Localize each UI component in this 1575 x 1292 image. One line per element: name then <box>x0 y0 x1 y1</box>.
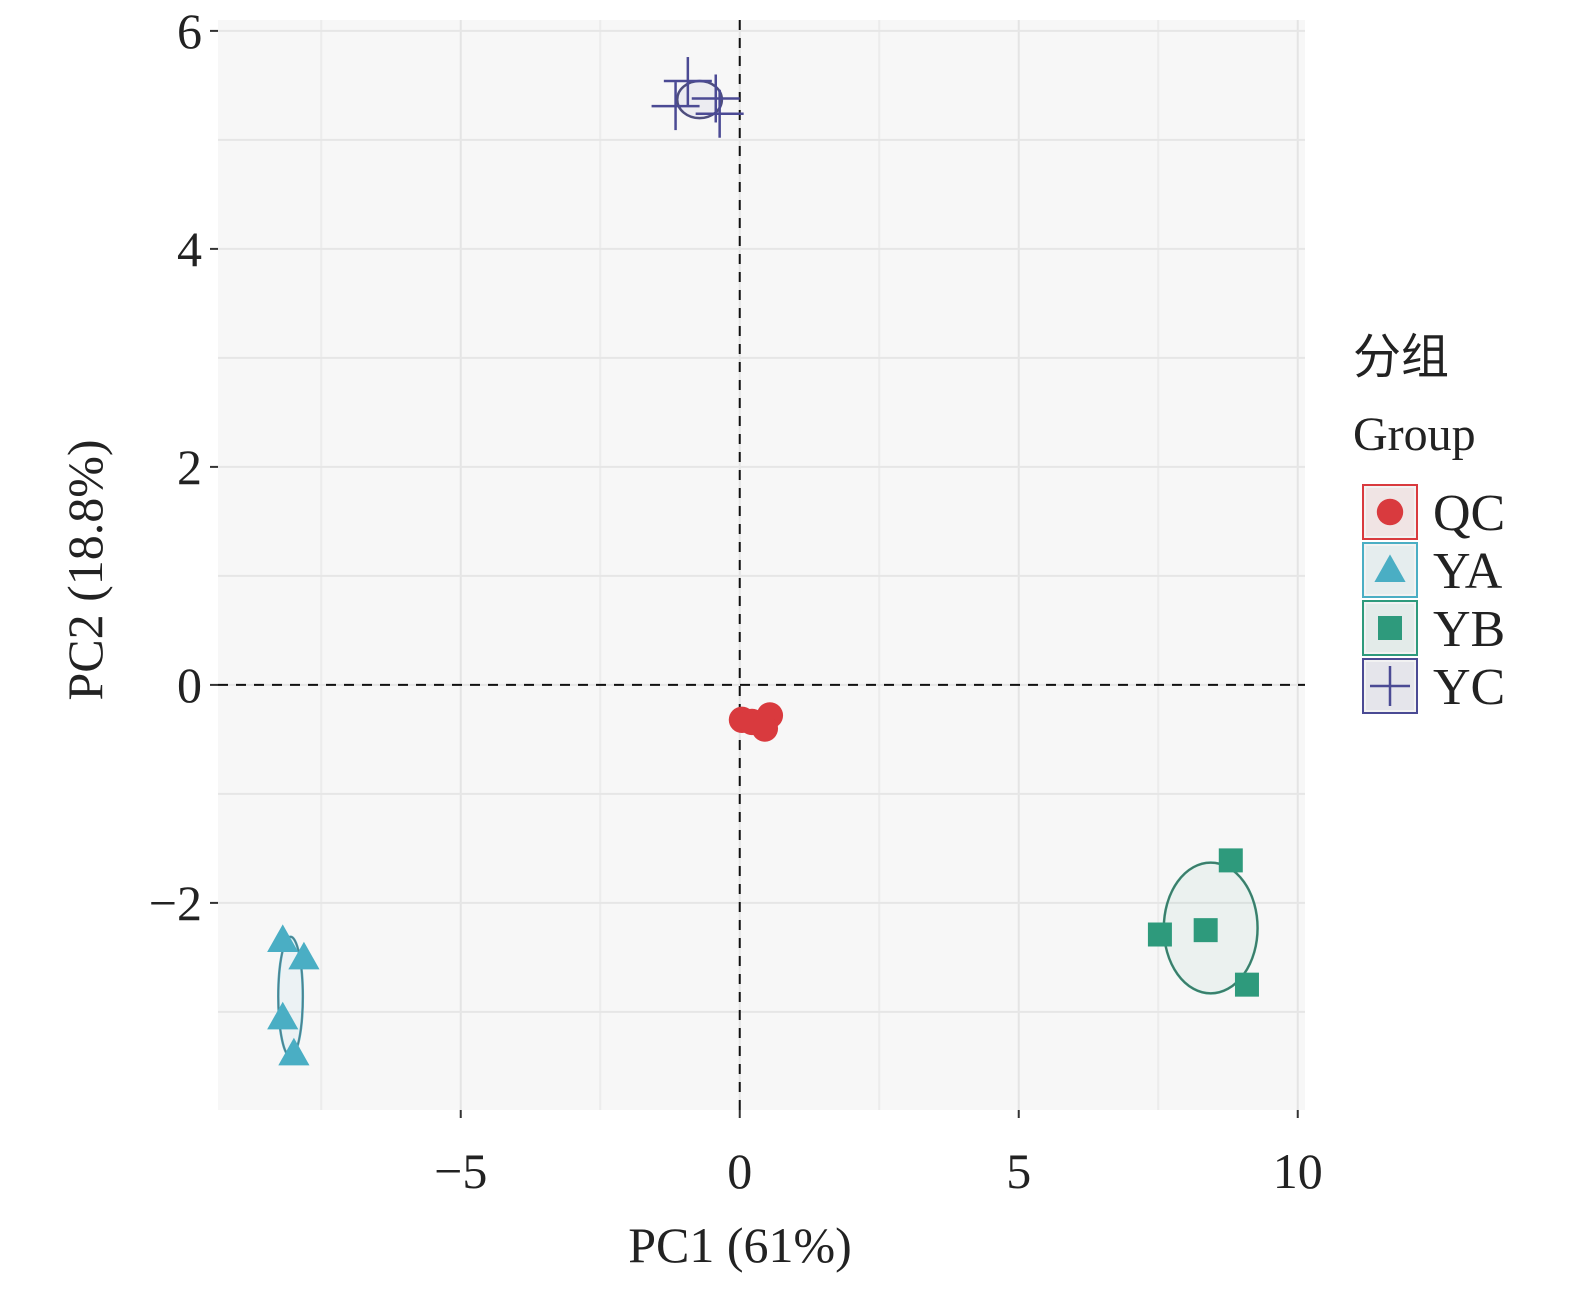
legend-title-cn: 分组 <box>1353 331 1449 384</box>
legend-item-yb: YB <box>1362 600 1505 658</box>
data-point-yc <box>695 89 744 138</box>
y-tick-label: 6 <box>177 3 202 59</box>
data-point-ya <box>278 1037 310 1066</box>
legend-item-qc: QC <box>1362 484 1505 542</box>
x-tick-label: 5 <box>1006 1143 1031 1199</box>
series-yb <box>1147 848 1259 997</box>
legend-item-ya: YA <box>1362 542 1503 600</box>
data-point-yc <box>651 82 700 131</box>
x-tick-label: 0 <box>727 1143 752 1199</box>
data-point-ya <box>288 941 320 970</box>
data-point-ya <box>267 924 299 952</box>
data-point-yb <box>1193 918 1218 943</box>
legend-title-en: Group <box>1353 408 1476 461</box>
series-yc <box>651 57 744 138</box>
legend-marker-plus <box>1370 666 1410 706</box>
data-point-yb <box>1218 848 1243 873</box>
reference-lines <box>218 20 1305 1110</box>
legend-marker-circle <box>1376 498 1404 526</box>
data-marks <box>267 57 1259 1066</box>
x-axis-label: PC1 (61%) <box>628 1217 852 1273</box>
legend-label: QC <box>1433 485 1505 542</box>
legend-marker-triangle <box>1374 554 1406 582</box>
axis-ticks: −5 0 5 10 −2 0 2 4 6 <box>149 3 1323 1199</box>
series-ya <box>267 924 320 1066</box>
plot-panel <box>218 20 1305 1110</box>
data-point-ya <box>267 1001 299 1030</box>
legend-label: YC <box>1433 659 1505 716</box>
x-tick-label: 10 <box>1273 1143 1323 1199</box>
data-point-yc <box>663 57 712 106</box>
legend-label: YB <box>1433 601 1505 658</box>
legend-item-yc: YC <box>1362 658 1505 716</box>
data-point-yb <box>1147 922 1172 947</box>
data-point-yb <box>1234 972 1259 997</box>
y-tick-label: 2 <box>177 439 202 495</box>
data-point-qc <box>751 715 779 742</box>
y-tick-label: 4 <box>177 221 202 277</box>
y-axis-label: PC2 (18.8%) <box>57 439 113 700</box>
y-tick-label: 0 <box>177 657 202 713</box>
x-tick-label: −5 <box>434 1143 487 1199</box>
legend-marker-square <box>1378 616 1402 640</box>
legend-label: YA <box>1433 543 1503 600</box>
series-qc <box>728 702 784 742</box>
y-tick-label: −2 <box>149 875 202 931</box>
